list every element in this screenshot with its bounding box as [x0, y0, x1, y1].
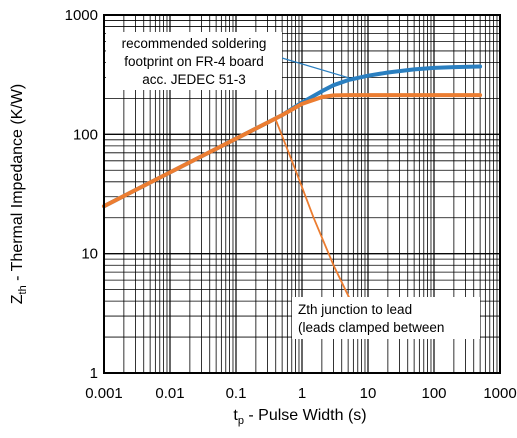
x-tick-label: 0.1 [226, 385, 247, 402]
x-tick-label: 0.01 [155, 385, 184, 402]
y-tick-label: 1 [90, 365, 98, 382]
x-tick-label: 100 [421, 385, 446, 402]
x-tick-label: 0.001 [85, 385, 123, 402]
x-axis-title: tp - Pulse Width (s) [233, 407, 366, 427]
y-tick-label: 1000 [65, 7, 98, 24]
plot-frame [103, 14, 501, 374]
annotation-fr4-line-2: footprint on FR-4 board [124, 54, 264, 69]
tick-labels: 0.001 0.01 0.1 1 10 100 1000 1 10 100 1000 [65, 7, 517, 402]
x-tick-label: 10 [360, 385, 377, 402]
annotation-box-lead [292, 297, 480, 339]
annotation-lead-line-1: Zth junction to lead [298, 302, 412, 317]
x-tick-label: 1 [298, 385, 306, 402]
series-lines [102, 64, 483, 303]
annotation-fr4-line-3: acc. JEDEC 51-3 [142, 72, 246, 87]
y-axis-title: Zth - Thermal Impedance (K/W) [9, 84, 29, 305]
annotation-fr4-line-1: recommended soldering [122, 36, 267, 51]
x-tick-label: 1000 [483, 385, 516, 402]
annotation-box-fr4 [106, 32, 282, 90]
annotation-lead-line-2: (leads clamped between [298, 320, 444, 335]
y-tick-label: 100 [73, 126, 98, 143]
y-tick-label: 10 [81, 246, 98, 263]
annotations: recommended soldering footprint on FR-4 … [106, 32, 480, 339]
annotation-leader-line [281, 57, 354, 80]
series-line-3 [274, 118, 352, 303]
series-line-2 [102, 93, 483, 209]
